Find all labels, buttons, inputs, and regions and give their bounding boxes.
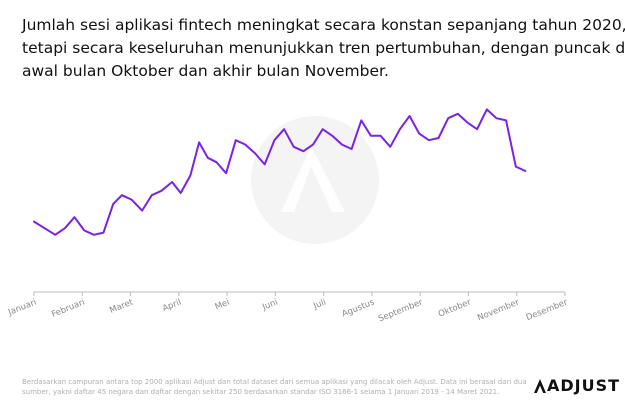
watermark-logo-icon [251, 116, 379, 244]
tick-label-maret: Maret [108, 297, 135, 316]
tick-label-februari: Februari [50, 298, 86, 320]
chart-title-line-1: Jumlah sesi aplikasi fintech meningkat s… [22, 16, 625, 34]
tick-label-januari: Januari [6, 298, 38, 319]
tick-label-oktober: Oktober [437, 297, 473, 319]
tick-label-juli: Juli [311, 298, 327, 312]
tick-label-september: September [377, 297, 425, 324]
brand-name: ADJUST [547, 376, 621, 395]
series-line-0 [33, 108, 527, 236]
footnote: Berdasarkan campuran antara top 2000 apl… [22, 377, 527, 397]
footnote-line-2: sumber, yakni daftar 45 negara dan dafta… [22, 388, 500, 396]
series-group [33, 108, 527, 236]
tick-label-juni: Juni [260, 298, 279, 314]
tick-label-mei: Mei [214, 298, 232, 313]
tick-label-agustus: Agustus [341, 297, 377, 319]
chart-title-line-2: tetapi secara keseluruhan menunjukkan tr… [22, 39, 625, 57]
x-axis-tick-labels: Januari Februari Maret April Mei Juni Ju… [6, 297, 570, 324]
chart-title-line-3: awal bulan Oktober dan akhir bulan Novem… [22, 62, 389, 80]
footnote-line-1: Berdasarkan campuran antara top 2000 apl… [22, 378, 527, 386]
tick-label-november: November [476, 297, 521, 323]
chart-title: Jumlah sesi aplikasi fintech meningkat s… [22, 14, 625, 83]
tick-label-desember: Desember [525, 297, 570, 323]
tick-label-april: April [161, 298, 183, 315]
x-axis-ticks [33, 292, 566, 296]
adjust-chevron-icon [534, 378, 546, 393]
brand-logo: ADJUST [533, 376, 620, 395]
